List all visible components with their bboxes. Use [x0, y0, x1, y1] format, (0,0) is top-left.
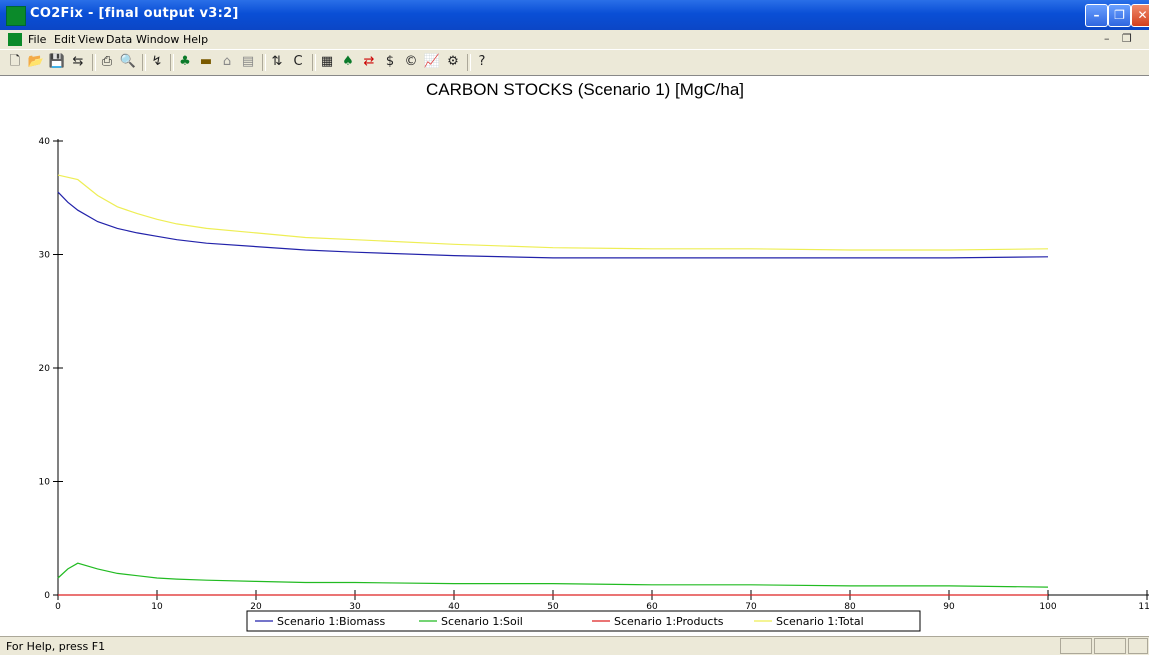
title-bar: CO2Fix - [final output v3:2] – ❐ ✕ — [0, 0, 1149, 30]
carbon-stocks-chart: CARBON STOCKS (Scenario 1) [MgC/ha] 0 10 2… — [39, 80, 1149, 632]
x-tick-label: 100 — [1039, 602, 1056, 612]
legend-label: Scenario 1:Total — [776, 615, 864, 628]
exchange-icon[interactable]: ⇄ — [363, 54, 375, 69]
biomass-icon[interactable]: ♠ — [342, 54, 354, 69]
soil-icon[interactable]: ▬ — [199, 54, 213, 69]
menu-window[interactable]: Window — [136, 33, 180, 46]
toolbar: 🗋 📂 💾 ⇆ ⎙ 🔍 ↯ ♣ ▬ ⌂ ▤ ⇅ C ▦ ♠ ⇄ $ © 📈 ⚙ … — [0, 49, 1149, 76]
mdi-minimize-button[interactable]: – — [1104, 32, 1110, 45]
carbon-icon[interactable]: C — [293, 54, 303, 69]
menu-file[interactable]: File — [28, 33, 47, 46]
chart-window: CARBON STOCKS (Scenario 1) [MgC/ha] 0 10 2… — [0, 75, 1149, 636]
y-tick-label: 20 — [39, 364, 51, 374]
x-tick-label: 20 — [250, 602, 262, 612]
status-pane — [1094, 638, 1126, 654]
dollar-icon[interactable]: $ — [385, 54, 395, 69]
wizard-icon[interactable]: ↯ — [151, 54, 163, 69]
x-tick-label: 80 — [844, 602, 856, 612]
x-tick-label: 40 — [448, 602, 460, 612]
bioenergy-icon[interactable]: ▤ — [241, 54, 255, 69]
status-bar: For Help, press F1 — [0, 636, 1149, 655]
series-line-soil — [57, 562, 1049, 588]
config-icon[interactable]: ⚙ — [447, 54, 459, 69]
menu-edit[interactable]: Edit — [54, 33, 76, 46]
x-tick-label: 60 — [646, 602, 658, 612]
document-icon[interactable] — [8, 33, 22, 46]
help-icon[interactable]: ? — [478, 54, 486, 69]
mdi-restore-button[interactable]: ❐ — [1122, 32, 1132, 45]
tree-icon[interactable]: ♣ — [179, 54, 191, 69]
x-tick-label: 30 — [349, 602, 361, 612]
menu-bar: File Edit View Data Window Help – ❐ — [0, 30, 1149, 49]
print-icon[interactable]: ⎙ — [101, 54, 113, 69]
chart-icon[interactable]: 📈 — [423, 54, 441, 69]
minimize-button[interactable]: – — [1085, 4, 1108, 27]
status-text: For Help, press F1 — [6, 640, 106, 653]
chart-title: CARBON STOCKS (Scenario 1) [MgC/ha] — [426, 80, 744, 99]
app-icon — [6, 6, 26, 26]
menu-view[interactable]: View — [78, 33, 105, 46]
y-tick-label: 40 — [39, 137, 51, 147]
y-tick-label: 0 — [44, 591, 50, 601]
series-line-total — [57, 174, 1049, 251]
x-tick-label: 10 — [151, 602, 163, 612]
import-icon[interactable]: ⇆ — [72, 54, 84, 69]
new-icon[interactable]: 🗋 — [9, 54, 21, 69]
status-pane — [1060, 638, 1092, 654]
menu-help[interactable]: Help — [183, 33, 209, 46]
save-icon[interactable]: 💾 — [48, 54, 66, 69]
restore-button[interactable]: ❐ — [1108, 4, 1131, 27]
chart-legend — [246, 610, 921, 632]
units-icon[interactable]: ⇅ — [271, 54, 283, 69]
legend-label: Scenario 1:Biomass — [277, 615, 386, 628]
legend-label: Scenario 1:Products — [614, 615, 724, 628]
open-icon[interactable]: 📂 — [27, 54, 45, 69]
y-tick-label: 30 — [39, 251, 51, 261]
x-tick-label: 50 — [547, 602, 559, 612]
legend-label: Scenario 1:Soil — [441, 615, 523, 628]
close-button[interactable]: ✕ — [1131, 4, 1149, 27]
status-pane — [1128, 638, 1148, 654]
x-tick-label: 110 — [1138, 602, 1149, 612]
window-title: CO2Fix - [final output v3:2] — [30, 6, 239, 21]
x-tick-label: 0 — [55, 602, 61, 612]
table-icon[interactable]: ▦ — [320, 54, 334, 69]
x-tick-label: 90 — [943, 602, 955, 612]
x-tick-label: 70 — [745, 602, 757, 612]
menu-data[interactable]: Data — [106, 33, 133, 46]
copy-icon[interactable]: © — [404, 54, 418, 69]
y-tick-label: 10 — [39, 478, 51, 488]
series-line-biomass — [57, 191, 1049, 259]
products-icon[interactable]: ⌂ — [222, 54, 232, 69]
print-preview-icon[interactable]: 🔍 — [119, 54, 137, 69]
